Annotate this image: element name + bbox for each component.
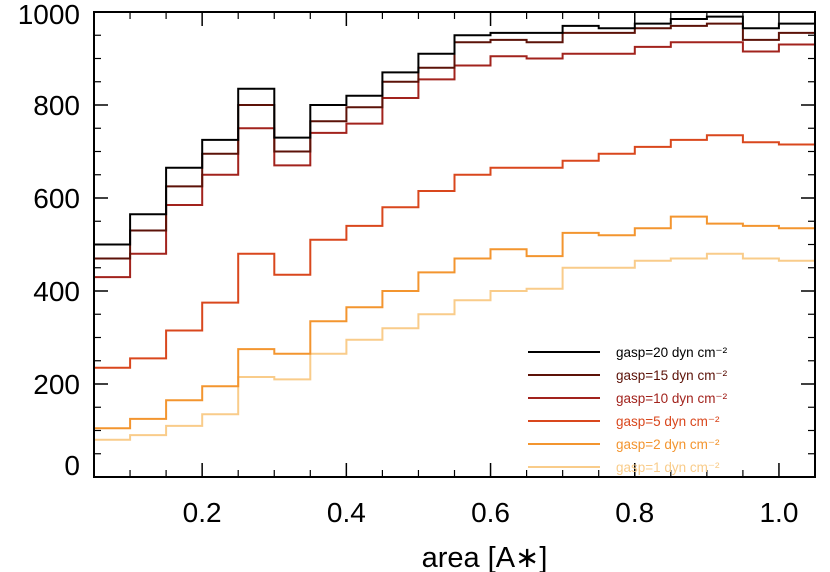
x-tick-label: 1.0 xyxy=(759,497,798,528)
y-tick-label: 800 xyxy=(33,90,80,121)
y-tick-label: 400 xyxy=(33,276,80,307)
plot-frame xyxy=(93,11,816,478)
y-tick-label: 200 xyxy=(33,369,80,400)
series-line xyxy=(94,15,815,246)
y-tick-label: 0 xyxy=(64,450,80,481)
series-line xyxy=(94,41,815,279)
legend: gasp=20 dyn cm⁻² gasp=15 dyn cm⁻² gasp=10 … xyxy=(528,345,728,475)
legend-label: gasp=2 dyn cm⁻² xyxy=(616,437,720,452)
y-tick-label: 1000 xyxy=(18,0,80,30)
series-line xyxy=(94,215,815,430)
legend-label: gasp=10 dyn cm⁻² xyxy=(616,391,728,406)
series-lines xyxy=(94,15,815,441)
legend-label: gasp=15 dyn cm⁻² xyxy=(616,368,728,383)
x-tick-label: 0.8 xyxy=(615,497,654,528)
x-tick-label: 0.2 xyxy=(183,497,222,528)
x-tick-label: 0.6 xyxy=(471,497,510,528)
series-line xyxy=(94,134,815,369)
legend-label: gasp=20 dyn cm⁻² xyxy=(616,345,728,360)
legend-label: gasp=5 dyn cm⁻² xyxy=(616,414,720,429)
series-line xyxy=(94,252,815,441)
series-line xyxy=(94,22,815,260)
tick-labels: 0.2 0.4 0.6 0.8 1.0 0 200 400 600 800 1000 xyxy=(18,0,799,528)
y-tick-label: 600 xyxy=(33,183,80,214)
x-tick-label: 0.4 xyxy=(327,497,366,528)
x-axis-title: area [A∗] xyxy=(422,542,548,572)
legend-label: gasp=1 dyn cm⁻² xyxy=(616,460,720,475)
tick-marks xyxy=(93,11,816,478)
